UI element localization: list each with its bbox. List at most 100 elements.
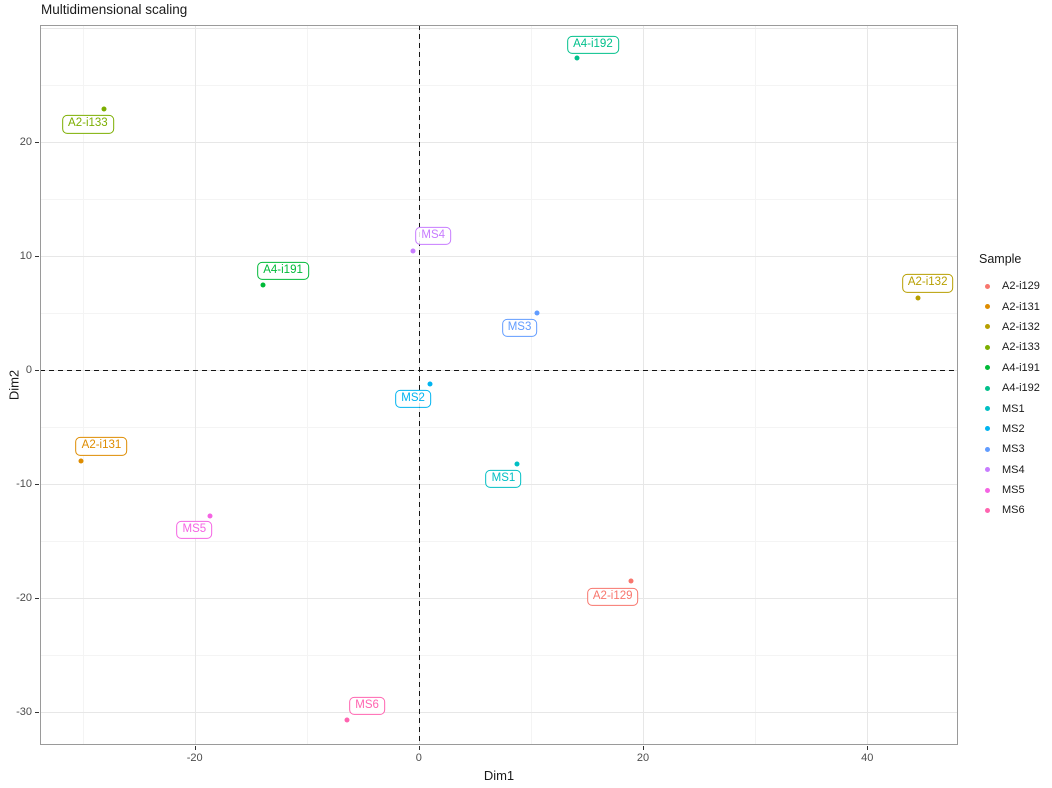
data-point-ms5 — [207, 513, 213, 519]
x-tick-mark — [194, 746, 196, 750]
x-minor-gridline — [755, 25, 757, 745]
point-label-ms3: MS3 — [501, 319, 538, 338]
legend-key-dot — [985, 487, 990, 493]
legend-item-a2-i132: A2-i132 — [979, 317, 1040, 337]
plot-title: Multidimensional scaling — [41, 2, 188, 17]
x-major-gridline — [194, 25, 196, 745]
legend-item-label: MS4 — [1002, 463, 1025, 476]
x-minor-gridline — [82, 25, 84, 745]
legend-key-dot — [985, 507, 990, 513]
x-tick-label: 40 — [861, 752, 874, 764]
legend-item-label: A2-i132 — [1002, 320, 1040, 333]
legend: Sample A2-i129 A2-i131 A2-i132 A2-i133 A4-i1… — [979, 252, 1040, 521]
y-major-gridline — [40, 711, 958, 713]
x-tick-label: -20 — [186, 752, 203, 764]
data-point-ms2 — [427, 381, 433, 387]
legend-key-dot — [985, 426, 990, 432]
data-point-ms3 — [534, 310, 540, 316]
point-label-a4-i192: A4-i192 — [567, 35, 619, 55]
legend-key-dot — [985, 365, 990, 371]
y-minor-gridline — [40, 655, 958, 656]
y-tick-label: -10 — [16, 478, 32, 491]
legend-item-ms2: MS2 — [979, 419, 1040, 439]
y-tick-label: -20 — [16, 592, 32, 605]
x-major-gridline — [867, 25, 869, 745]
data-point-ms4 — [410, 248, 416, 254]
data-point-a2-i133 — [101, 106, 107, 112]
legend-key-dot — [985, 304, 990, 310]
point-label-ms2: MS2 — [395, 389, 431, 408]
legend-key-dot — [985, 344, 990, 350]
legend-item-label: MS1 — [1002, 402, 1025, 415]
legend-key-dot — [985, 385, 990, 391]
point-label-a4-i191: A4-i191 — [257, 261, 309, 280]
data-point-a4-i192 — [574, 55, 580, 61]
point-label-ms1: MS1 — [485, 469, 522, 488]
legend-item-a4-i192: A4-i192 — [979, 378, 1040, 398]
y-tick-mark — [35, 370, 39, 372]
x-minor-gridline — [530, 25, 532, 745]
y-major-gridline — [40, 598, 958, 600]
x-tick-mark — [643, 746, 645, 750]
legend-item-ms3: MS3 — [979, 439, 1040, 459]
point-label-a2-i132: A2-i132 — [901, 274, 954, 293]
legend-item-a4-i191: A4-i191 — [979, 358, 1040, 378]
data-point-a4-i191 — [260, 282, 266, 288]
y-major-gridline — [40, 142, 958, 144]
y-tick-label: 10 — [19, 250, 32, 263]
vertical-reference-line — [418, 25, 420, 745]
x-major-gridline — [643, 25, 645, 745]
legend-key-dot — [985, 283, 990, 289]
legend-item-label: MS5 — [1002, 484, 1025, 497]
point-label-a2-i129: A2-i129 — [586, 587, 639, 607]
legend-item-ms5: MS5 — [979, 480, 1040, 500]
legend-key-dot — [985, 446, 990, 452]
legend-item-label: A2-i129 — [1002, 280, 1040, 293]
legend-item-a2-i131: A2-i131 — [979, 296, 1040, 316]
legend-item-label: A2-i133 — [1002, 341, 1040, 354]
legend-key-dot — [985, 324, 990, 330]
x-tick-mark — [867, 746, 869, 750]
y-minor-gridline — [40, 313, 958, 315]
legend-item-ms6: MS6 — [979, 500, 1040, 520]
x-tick-label: 0 — [415, 752, 422, 764]
data-point-a2-i132 — [915, 295, 921, 301]
y-tick-mark — [35, 256, 39, 258]
legend-item-label: MS6 — [1002, 504, 1025, 517]
x-tick-label: 20 — [636, 752, 650, 764]
x-tick-mark — [418, 746, 420, 750]
point-label-a2-i133: A2-i133 — [62, 115, 114, 134]
y-tick-mark — [35, 142, 39, 144]
y-minor-gridline — [40, 199, 958, 201]
y-major-gridline — [40, 28, 958, 30]
legend-item-label: MS3 — [1002, 443, 1025, 456]
point-label-ms4: MS4 — [415, 226, 452, 245]
y-major-gridline — [40, 256, 958, 258]
y-tick-label: 0 — [25, 364, 32, 377]
data-point-ms1 — [514, 461, 520, 467]
legend-item-ms4: MS4 — [979, 460, 1040, 480]
y-tick-label: 20 — [19, 136, 32, 149]
data-point-ms6 — [344, 717, 350, 723]
legend-item-label: A4-i192 — [1002, 382, 1040, 395]
data-point-a2-i129 — [628, 578, 634, 584]
x-axis-title: Dim1 — [483, 768, 515, 783]
point-label-a2-i131: A2-i131 — [75, 437, 128, 456]
point-label-ms5: MS5 — [176, 520, 213, 540]
legend-items: A2-i129 A2-i131 A2-i132 A2-i133 A4-i191 A4-i1… — [979, 276, 1040, 521]
legend-item-label: MS2 — [1002, 422, 1025, 435]
plot-panel: A2-i129 A2-i131 A2-i132 A2-i133 A4-i191 A4-i1… — [40, 25, 958, 745]
legend-key-dot — [985, 467, 990, 473]
legend-item-label: A4-i191 — [1002, 361, 1040, 374]
y-tick-mark — [35, 598, 39, 600]
legend-item-a2-i133: A2-i133 — [979, 337, 1040, 357]
legend-key-dot — [985, 406, 990, 412]
horizontal-reference-line — [40, 370, 958, 372]
y-tick-label: -30 — [16, 705, 32, 718]
y-axis-title: Dim2 — [6, 369, 22, 401]
legend-title: Sample — [979, 252, 1022, 266]
y-tick-mark — [35, 711, 39, 713]
y-tick-mark — [35, 484, 39, 486]
y-minor-gridline — [40, 427, 958, 429]
